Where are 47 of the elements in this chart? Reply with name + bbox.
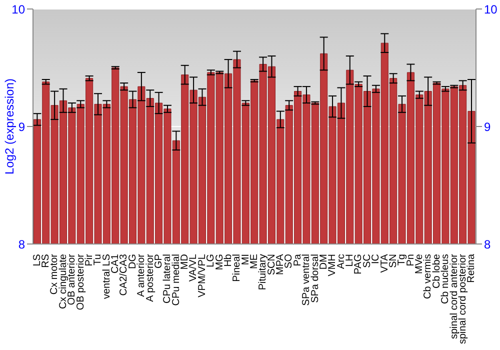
x-tick-label: IC <box>370 254 382 264</box>
x-tick-label: LG <box>206 254 217 268</box>
x-tick-label: Arc <box>336 254 347 269</box>
y-tick-label: 9 <box>18 120 26 134</box>
x-tick-label: VPM/VPL <box>196 254 208 298</box>
x-tick-label: LS <box>32 254 43 266</box>
y2-tick-label: 8 <box>484 237 491 252</box>
x-tick-label: spinal cord anterior <box>448 253 460 340</box>
x-tick-label: Cb nucleus <box>440 254 452 304</box>
x-tick-label: SCN <box>266 254 278 276</box>
y2-tick-label: 9 <box>484 120 491 134</box>
x-tick-label: spinal cord posterior <box>457 253 468 344</box>
x-tick-label: SN <box>388 254 399 268</box>
x-tick-label: PAG <box>353 254 364 274</box>
x-tick-label: SO <box>284 254 295 268</box>
x-tick-label: A posterior <box>144 253 156 302</box>
x-tick-label: SC <box>362 254 373 268</box>
x-tick-label: Hb <box>222 254 234 267</box>
x-tick-label: ventral LS <box>101 254 112 300</box>
x-tick-label: CA2/CA3 <box>118 254 130 296</box>
x-tick-label: Cx cingulate <box>58 254 69 310</box>
x-tick-label: Pir <box>84 253 95 266</box>
x-tick-label: RS <box>40 254 52 268</box>
x-tick-label: SPa dorsal <box>310 254 321 303</box>
x-tick-label: DG <box>127 254 138 269</box>
x-tick-label: Tg <box>396 254 408 266</box>
x-tick-label: OB posterior <box>75 253 86 310</box>
y-tick-label: 8 <box>18 237 26 252</box>
x-tick-label: Retina <box>466 254 478 283</box>
x-tick-label: CPu medial <box>170 254 182 306</box>
x-tick-label: GP <box>153 254 164 268</box>
x-tick-label: Pn <box>405 254 416 266</box>
x-tick-label: Cb lobe <box>431 254 442 288</box>
x-tick-label: DM <box>318 254 330 270</box>
y-axis-title: Log2 (expression) <box>2 78 16 175</box>
x-tick-label: Pa <box>292 254 304 266</box>
y2-tick-label: 10 <box>484 2 498 16</box>
x-tick-label: OB anterior <box>66 253 78 306</box>
x-tick-label: A anterior <box>136 253 148 297</box>
x-tick-label: VTA <box>379 254 390 273</box>
y-tick-label: 10 <box>12 2 26 16</box>
x-tick-label: VMH <box>327 254 338 276</box>
x-tick-label: ME <box>249 254 260 269</box>
x-tick-label: Pineal <box>232 254 243 282</box>
x-tick-label: MI <box>240 254 252 266</box>
x-tick-label: Tu <box>92 254 104 266</box>
x-tick-label: Pituitary <box>258 254 269 290</box>
